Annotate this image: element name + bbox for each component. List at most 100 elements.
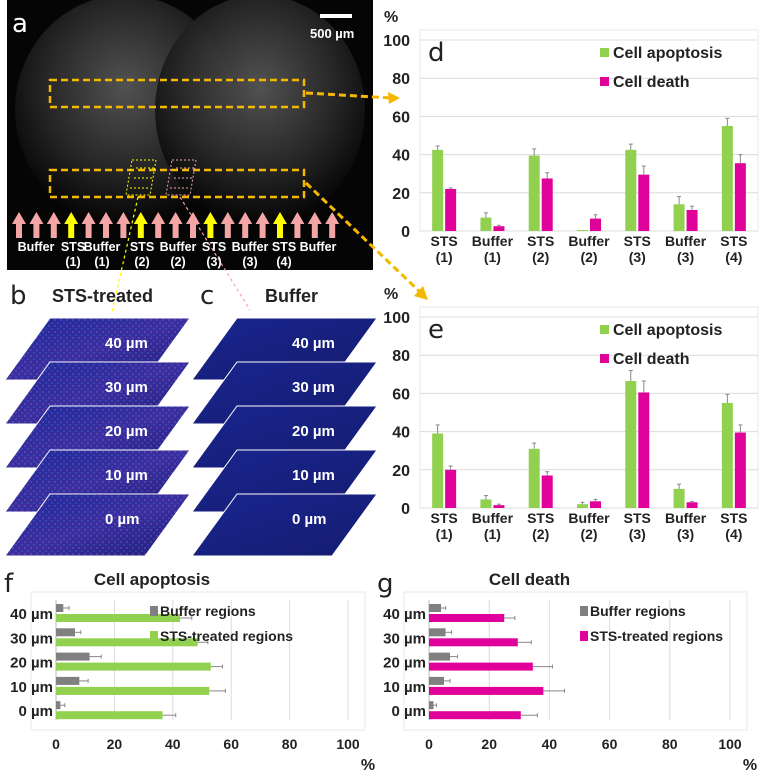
pink-arrow-icon [151,212,166,238]
plot-area [403,591,748,731]
x-axis-label: % [361,757,375,774]
plot-area [30,591,366,731]
buffer-z-stack: 40 µm 30 µm 20 µm 10 µm 0 µm [191,317,378,557]
y-axis-label: % [384,286,398,303]
depth-label: 20 µm [292,423,335,440]
y-tick-label: 20 µm [383,655,426,672]
bar-death [686,502,698,508]
x-tick-label-index: (2) [532,249,549,265]
bar-death [445,188,457,231]
region-label: STS [272,240,296,254]
pink-arrow-icon [307,212,322,238]
y-tick-label: 30 µm [383,630,426,647]
bar-sts-treated [56,638,198,647]
x-tick-label: 100 [718,736,742,752]
region-label-index: (1) [65,255,80,269]
panel-letter-a: a [12,9,28,39]
x-tick-label: STS [431,510,458,526]
pink-arrow-icon [168,212,183,238]
x-tick-label: 0 [425,736,433,752]
legend-swatch [580,606,588,616]
depth-label: 40 µm [105,335,148,352]
x-tick-label: STS [527,233,554,249]
buffer-stack-marker [165,159,197,196]
x-tick-label: Buffer [472,510,514,526]
y-tick-label: 20 [392,186,410,203]
y-tick-label: 100 [383,310,410,327]
chart-g: g Cell death 0 20 40 60 80 100% 40 µm 30 µm 20 µm 1… [377,569,757,774]
x-tick-label: 80 [662,736,678,752]
depth-label: 40 µm [292,335,335,352]
bar-sts-treated [429,638,518,647]
legend-label: Cell death [613,351,689,368]
bar-buffer [56,676,80,685]
chart-f: f Cell apoptosis 0 20 40 60 80 100% 40 µm 30 µm 20… [4,569,375,774]
region-label: Buffer [160,240,197,254]
bar-apoptosis [721,125,733,231]
legend-swatch [580,631,588,641]
y-tick-label: 40 µm [10,606,53,623]
sts-stack-marker [125,159,157,196]
x-tick-label-index: (3) [677,249,694,265]
region-label-index: (2) [170,255,185,269]
y-tick-label: 80 [392,71,410,88]
panel-letter-e: e [428,315,444,345]
bar-apoptosis [625,380,637,508]
bar-apoptosis [528,448,540,508]
legend-label: STS-treated regions [590,628,723,644]
panel-c-title: Buffer [265,286,318,306]
tissue-layer [191,493,378,557]
y-tick-label: 10 µm [10,679,53,696]
bar-sts-treated [56,662,211,671]
x-tick-label-index: (2) [580,249,597,265]
y-tick-label: 60 [392,386,410,403]
region-label-index: (1) [94,255,109,269]
x-tick-label: STS [624,510,651,526]
panel-letter-f: f [4,569,14,599]
bar-apoptosis [480,217,492,231]
roi-box-lower [48,168,306,199]
connector-to-d [305,91,393,100]
bar-death [638,392,650,508]
bar-death [590,218,601,231]
chart-title: Cell death [489,570,570,589]
yellow-arrow-icon [64,212,79,238]
region-label-index: (3) [242,255,257,269]
y-tick-label: 0 µm [392,703,427,720]
x-tick-label-index: (1) [436,526,453,542]
bar-apoptosis [721,402,733,508]
y-tick-label: 0 [401,501,410,518]
region-label: Buffer [232,240,269,254]
pink-arrow-icon [46,212,61,238]
y-axis-label: % [384,9,398,26]
tissue-speckle [5,494,190,556]
region-label: Buffer [84,240,121,254]
region-label: Buffer [18,240,55,254]
arrowhead-d [388,92,400,104]
legend-label: STS-treated regions [160,628,293,644]
depth-label: 10 µm [292,467,335,484]
x-tick-label-index: (1) [484,249,501,265]
bar-apoptosis [528,155,540,231]
x-tick-label-index: (4) [725,526,742,542]
panel-letter-c: c [200,281,214,311]
legend-swatch [600,48,609,57]
pink-arrow-icon [290,212,305,238]
depth-label: 20 µm [105,423,148,440]
connector-to-b [111,196,139,313]
region-label: STS [130,240,154,254]
x-tick-label-index: (1) [436,249,453,265]
legend-swatch [600,354,609,363]
y-tick-label: 80 [392,348,410,365]
connector-to-c [179,196,251,311]
panel-letter-d: d [428,38,445,68]
depth-label: 0 µm [292,511,327,528]
pink-arrow-icon [255,212,270,238]
bar-death [493,505,505,508]
x-tick-label: Buffer [568,510,610,526]
x-tick-label: 60 [602,736,618,752]
bar-sts-treated [56,686,210,695]
x-tick-label: STS [624,233,651,249]
bar-apoptosis [432,433,444,508]
